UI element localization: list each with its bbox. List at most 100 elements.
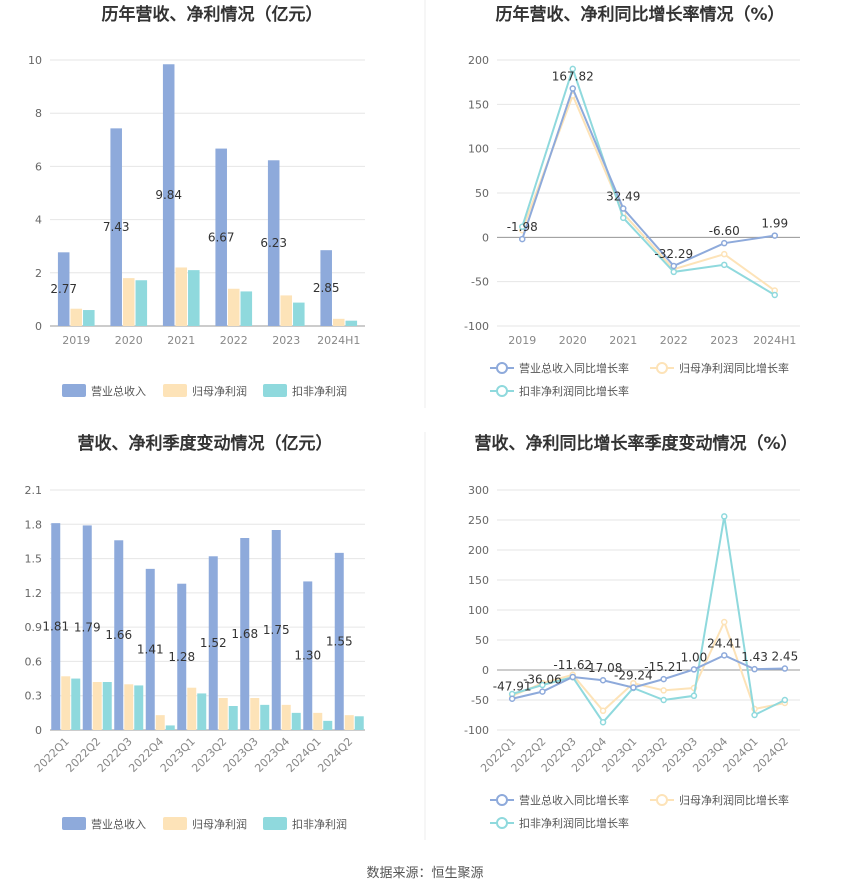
bar-扣非净利润-2023 [293,302,305,326]
y-tick-label: 10 [28,54,42,67]
point-营业总收入同比增长率-2020 [569,85,576,92]
point-营业总收入同比增长率-2022 [670,262,677,270]
x-tick-label: 2024H1 [753,334,796,347]
point-营业总收入同比增长率-2022Q1 [508,695,516,702]
bar-归母净利润-2024Q2 [344,715,354,730]
point-扣非净利润同比增长率-2022Q2 [539,681,546,689]
bar-营业总收入-2023Q1 [177,583,187,730]
series-line-归母净利润同比增长率 [511,619,786,713]
series-line-营业总收入同比增长率 [511,654,785,700]
data-label: -47.91 [493,680,532,694]
bar-归母净利润-2022Q4 [155,715,165,730]
y-tick-label: 300 [468,484,489,497]
x-tick-label: 2021 [167,334,195,347]
bar-归母净利润-2023Q4 [281,704,291,730]
point-扣非净利润同比增长率-2023Q3 [690,692,698,700]
y-tick-label: 200 [468,54,489,67]
bar-营业总收入-2022Q2 [82,525,92,730]
point-营业总收入同比增长率-2023Q1 [630,684,637,691]
y-tick-label: 4 [35,214,42,227]
legend-label: 扣非净利润 [292,384,347,398]
bar-扣非净利润-2024H1 [345,320,358,326]
y-tick-label: 6 [35,160,42,173]
data-label: 32.49 [606,190,640,204]
chart-title: 营收、净利季度变动情况（亿元） [78,433,333,454]
x-tick-label: 2024H1 [317,334,360,347]
bar-归母净利润-2022 [227,288,240,326]
legend-swatch [163,817,187,830]
point-营业总收入同比增长率-2024Q2 [781,665,789,672]
y-tick-label: 0 [35,320,42,333]
legend-label: 扣非净利润同比增长率 [519,816,629,830]
x-tick-label: 2024Q2 [315,735,355,775]
legend-label: 归母净利润 [192,817,247,831]
y-tick-label: 0.3 [25,690,43,703]
data-label: 1.81 [42,620,69,634]
data-label: 1.41 [137,642,164,656]
legend-swatch-marker [656,794,668,806]
data-label: -11.62 [553,658,592,672]
point-营业总收入同比增长率-2022Q2 [539,688,546,695]
y-tick-label: 0 [482,664,489,677]
y-tick-label: -50 [471,694,489,707]
bar-扣非净利润-2022 [240,291,253,326]
y-tick-label: 200 [468,544,489,557]
bar-营业总收入-2022Q3 [114,540,124,730]
y-tick-label: 150 [468,574,489,587]
legend-label: 归母净利润同比增长率 [679,361,789,375]
bar-营业总收入-2022Q1 [51,523,61,730]
bar-归母净利润-2020 [122,278,135,326]
y-tick-label: 50 [475,634,489,647]
point-营业总收入同比增长率-2023Q3 [690,666,698,673]
y-tick-label: -100 [464,320,489,333]
bar-营业总收入-2024Q2 [334,552,344,730]
bar-扣非净利润-2022Q2 [102,682,112,730]
data-label: 9.84 [155,188,182,202]
y-tick-label: 0 [35,724,42,737]
point-归母净利润同比增长率-2023Q4 [721,618,728,626]
legend-label: 营业总收入 [91,384,146,398]
point-归母净利润同比增长率-2023 [721,250,728,258]
bar-营业总收入-2022Q4 [145,568,155,730]
legend-swatch [263,817,287,830]
chart-panel-4: 营收、净利同比增长率季度变动情况（%） 300 250 200 150 100 50 0 -50… [464,433,800,830]
point-营业总收入同比增长率-2019 [519,235,526,243]
point-营业总收入同比增长率-2022Q4 [599,676,607,684]
bar-营业总收入-2020 [110,128,122,326]
data-label: 2.45 [771,650,798,664]
bar-扣非净利润-2022Q1 [71,678,81,730]
point-扣非净利润同比增长率-2022Q4 [599,718,607,726]
data-label: -15.21 [644,660,683,674]
data-label: 1.52 [200,636,227,650]
point-扣非净利润同比增长率-2023Q2 [660,696,667,704]
point-扣非净利润同比增长率-2024H1 [771,291,778,299]
data-label: 2.85 [313,281,340,295]
data-label: -32.29 [654,247,693,261]
bar-归母净利润-2023Q2 [218,698,228,730]
y-tick-label: 100 [468,143,489,156]
data-label: 6.67 [208,230,235,244]
x-tick-label: 2020 [559,334,587,347]
bar-归母净利润-2022Q3 [124,684,134,730]
data-label: 7.43 [103,220,130,234]
y-tick-label: 8 [35,107,42,120]
point-营业总收入同比增长率-2024Q1 [751,665,758,673]
chart-title: 历年营收、净利情况（亿元） [102,4,323,25]
point-营业总收入同比增长率-2022Q3 [569,673,576,681]
bar-营业总收入-2024Q1 [303,581,313,730]
legend-swatch-marker [496,362,508,374]
series-line-扣非净利润同比增长率 [521,65,776,296]
x-tick-label: 2020 [115,334,143,347]
chart-panel-3: 营收、净利季度变动情况（亿元） 0 0.3 0.6 0.9 1.2 1.5 1.8 2.1 1.8… [25,433,365,831]
y-tick-label: 0 [482,231,489,244]
point-营业总收入同比增长率-2023Q4 [721,652,728,659]
bar-扣非净利润-2023Q4 [291,712,301,730]
bar-营业总收入-2023Q2 [208,556,218,730]
y-tick-label: -100 [464,724,489,737]
point-扣非净利润同比增长率-2023Q4 [721,513,728,520]
bar-扣非净利润-2024Q1 [323,720,333,730]
legend-label: 归母净利润同比增长率 [679,793,789,807]
data-label: 6.23 [260,236,287,250]
data-label: -6.60 [709,224,740,238]
